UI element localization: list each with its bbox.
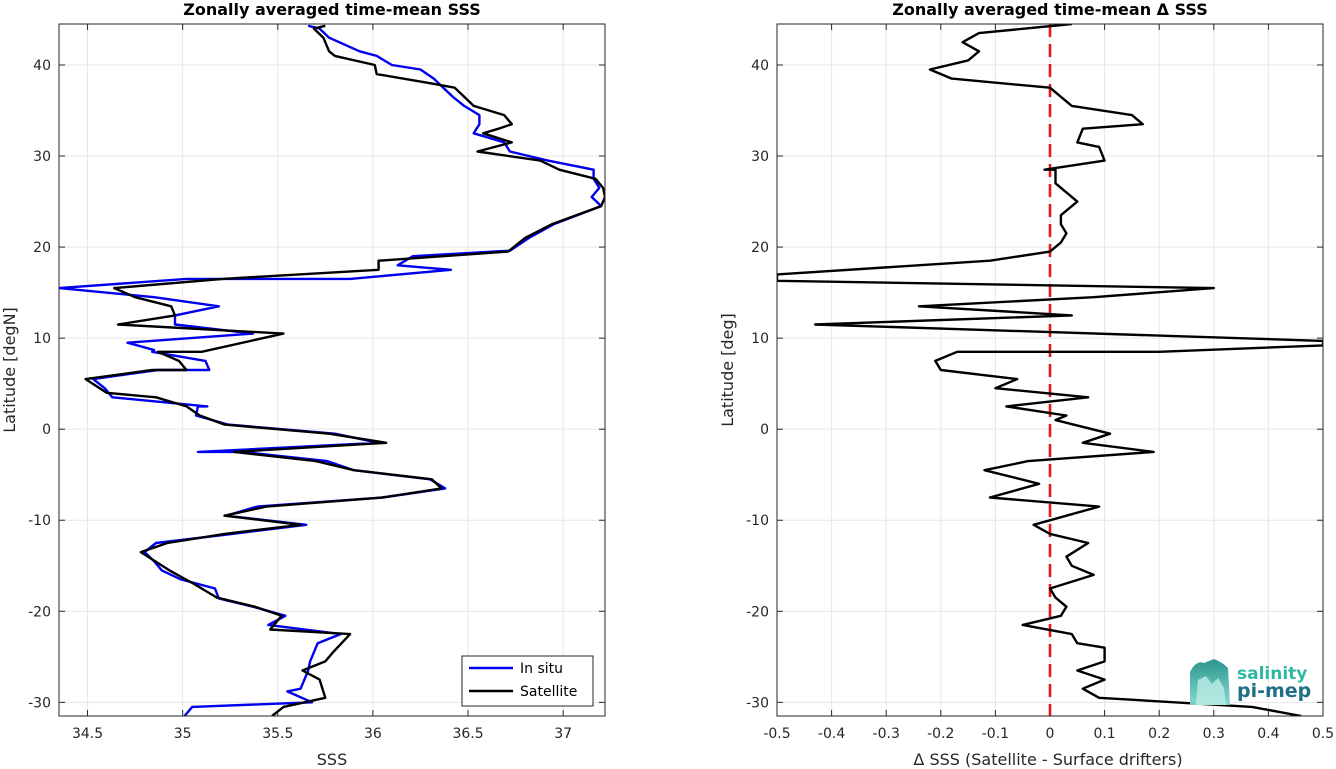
right-y-axis-label: Latitude [deg]	[718, 313, 737, 427]
left-axes-box	[58, 23, 606, 717]
y-tick-label: 20	[751, 240, 769, 256]
legend-box	[461, 655, 594, 707]
x-tick-label: 0.1	[1093, 726, 1115, 742]
x-tick-label: 0.2	[1148, 726, 1170, 742]
salinity-pi-mep-logo: salinity pi-mep	[1190, 659, 1311, 705]
x-tick-label: -0.4	[818, 726, 845, 742]
left-x-axis-label: SSS	[317, 750, 347, 769]
legend: In situ Satellite	[461, 655, 594, 707]
left-chart: 34.5 35 35.5 36 36.5 37 -30 -20 -10 0 10 20 30 40 Zon…	[0, 0, 606, 769]
y-tick-label: -10	[746, 513, 769, 529]
y-tick-label: 40	[751, 58, 769, 74]
legend-label-in-situ: In situ	[520, 661, 563, 677]
x-tick-label: 0.3	[1203, 726, 1225, 742]
left-ticks: 34.5 35 35.5 36 36.5 37 -30 -20 -10 0 10 20 30 40	[28, 24, 605, 742]
y-tick-label: 20	[33, 240, 51, 256]
y-tick-label: 10	[33, 331, 51, 347]
x-tick-label: -0.1	[982, 726, 1009, 742]
x-tick-label: 0	[1046, 726, 1055, 742]
series-line-delta-sss	[777, 24, 1323, 716]
logo-line2: pi-mep	[1237, 680, 1311, 702]
x-tick-label: -0.5	[763, 726, 790, 742]
y-tick-label: 0	[760, 422, 769, 438]
legend-label-satellite: Satellite	[520, 684, 577, 700]
left-y-axis-label: Latitude [degN]	[0, 307, 19, 433]
series-line-satellite	[84, 24, 605, 716]
x-tick-label: 35	[174, 726, 192, 742]
x-tick-label: 34.5	[72, 726, 103, 742]
y-tick-label: 10	[751, 331, 769, 347]
x-tick-label: 0.4	[1257, 726, 1279, 742]
series-line-in-situ	[59, 24, 603, 716]
x-tick-label: 36	[364, 726, 382, 742]
logo-line1: salinity	[1237, 664, 1307, 684]
y-tick-label: -10	[28, 513, 51, 529]
x-tick-label: 37	[554, 726, 572, 742]
y-tick-label: -30	[28, 695, 51, 711]
x-tick-label: 35.5	[262, 726, 293, 742]
right-axes-box	[776, 23, 1324, 717]
x-tick-label: -0.3	[873, 726, 900, 742]
right-chart: -0.5 -0.4 -0.3 -0.2 -0.1 0 0.1 0.2 0.3 0.4 0.5 -30 -…	[718, 0, 1334, 769]
y-tick-label: 40	[33, 58, 51, 74]
left-plot-area	[59, 24, 605, 716]
right-chart-title: Zonally averaged time-mean Δ SSS	[892, 0, 1208, 19]
x-tick-label: 36.5	[452, 726, 483, 742]
right-x-axis-label: Δ SSS (Satellite - Surface drifters)	[913, 750, 1182, 769]
y-tick-label: -20	[28, 604, 51, 620]
right-ticks: -0.5 -0.4 -0.3 -0.2 -0.1 0 0.1 0.2 0.3 0.4 0.5 -30 -…	[746, 24, 1334, 742]
y-tick-label: -30	[746, 695, 769, 711]
y-tick-label: -20	[746, 604, 769, 620]
y-tick-label: 0	[42, 422, 51, 438]
y-tick-label: 30	[751, 149, 769, 165]
x-tick-label: 0.5	[1312, 726, 1334, 742]
y-tick-label: 30	[33, 149, 51, 165]
x-tick-label: -0.2	[927, 726, 954, 742]
left-chart-title: Zonally averaged time-mean SSS	[183, 0, 481, 19]
